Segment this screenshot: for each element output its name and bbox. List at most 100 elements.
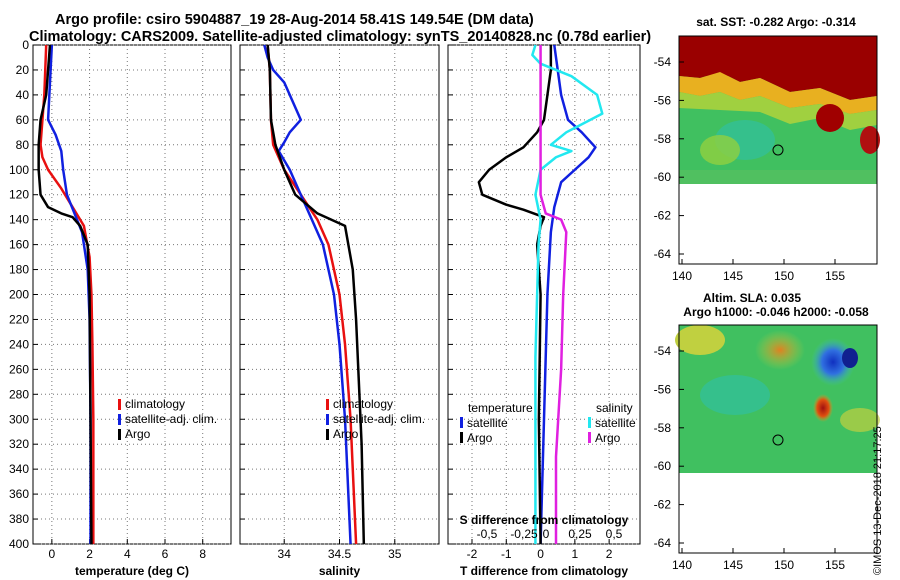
depth-tick-label: 360 [9,487,29,501]
map-xtick-label-0: 150 [774,269,794,283]
legend-swatch-salinity-0 [326,399,329,410]
series-line-difference-2 [531,44,604,544]
sla-map [675,325,880,473]
legend-label-temperature-0: climatology [125,397,185,411]
depth-tick-label: 320 [9,437,29,451]
map-ytick-label-1: -62 [654,498,672,512]
sst-map [679,36,880,184]
depth-tick-label: 240 [9,337,29,351]
legend-title-temperature: temperature [468,401,533,415]
title-line-1: Argo profile: csiro 5904887_19 28-Aug-20… [55,12,534,28]
depth-tick-label: 400 [9,537,29,551]
legend-swatch-t-argo [460,432,463,443]
map-ytick-label-0: -58 [654,132,672,146]
legend-label-temperature-1: satellite-adj. clim. [125,412,217,426]
top-xtick-label: 0 [543,527,550,541]
map-xtick-label-1: 140 [672,558,692,572]
xtick-label-difference: -2 [467,547,478,561]
map2-title: Altim. SLA: 0.035 [703,291,801,305]
depth-tick-label: 220 [9,312,29,326]
map-ytick-label-0: -62 [654,209,672,223]
depth-tick-label: 100 [9,163,29,177]
legend-swatch-t-sat [460,417,463,428]
xtick-label-temperature: 4 [124,547,131,561]
map-xtick-label-1: 150 [774,558,794,572]
top-xtick-label: -0,5 [477,527,498,541]
xtick-label-salinity: 34.5 [328,547,352,561]
map-frame-1 [678,324,878,554]
map-ytick-label-1: -54 [654,344,672,358]
map-frame-0 [678,35,878,265]
depth-tick-label: 0 [22,38,29,52]
timestamp-stamp: ©IMOS 13-Dec-2018 21:17:25 [872,426,884,575]
legend-label-salinity-0: climatology [333,397,393,411]
depth-tick-label: 300 [9,412,29,426]
legend-label-s-sat: satellite [595,416,636,430]
map-xtick-label-1: 145 [723,558,743,572]
legend-swatch-temperature-2 [118,429,121,440]
depth-tick-label: 140 [9,213,29,227]
depth-tick-label: 20 [16,63,30,77]
depth-tick-label: 40 [16,88,30,102]
map-xtick-label-1: 155 [825,558,845,572]
top-xlabel-difference: S difference from climatology [460,513,629,527]
top-xtick-label: 0,25 [568,527,592,541]
legend-title-salinity: salinity [596,401,633,415]
legend-swatch-s-sat [588,417,591,428]
map-ytick-label-1: -64 [654,536,672,550]
legend-label-t-argo: Argo [467,431,493,445]
map-ytick-label-0: -64 [654,247,672,261]
depth-tick-label: 120 [9,188,29,202]
xtick-label-salinity: 35 [388,547,402,561]
title-line-2: Climatology: CARS2009. Satellite-adjuste… [29,29,652,45]
depth-tick-label: 60 [16,113,30,127]
xlabel-difference: T difference from climatology [460,564,628,578]
depth-tick-label: 180 [9,263,29,277]
legend-swatch-s-argo [588,432,591,443]
xlabel-temperature: temperature (deg C) [75,564,189,578]
depth-tick-label: 380 [9,512,29,526]
map-ytick-label-0: -54 [654,55,672,69]
xtick-label-temperature: 2 [86,547,93,561]
xtick-label-temperature: 8 [199,547,206,561]
xtick-label-difference: -1 [501,547,512,561]
legend-label-salinity-2: Argo [333,427,359,441]
map-ytick-label-1: -58 [654,421,672,435]
legend-label-t-sat: satellite [467,416,508,430]
xtick-label-difference: 2 [606,547,613,561]
xtick-label-temperature: 6 [162,547,169,561]
depth-tick-label: 280 [9,387,29,401]
series-line-difference-0 [539,44,597,545]
depth-tick-label: 260 [9,362,29,376]
series-line-temperature-2 [37,44,93,545]
map-xtick-label-0: 145 [723,269,743,283]
map-ytick-label-0: -56 [654,93,672,107]
xtick-label-difference: 1 [572,547,579,561]
map2-subtitle: Argo h1000: -0.046 h2000: -0.058 [683,305,869,319]
legend-label-temperature-2: Argo [125,427,151,441]
top-xtick-label: -0,25 [510,527,538,541]
legend-label-s-argo: Argo [595,431,621,445]
map-ytick-label-1: -56 [654,382,672,396]
series-line-salinity-2 [266,44,366,545]
depth-tick-label: 200 [9,288,29,302]
series-line-difference-3 [539,45,568,544]
legend-swatch-temperature-1 [118,414,121,425]
legend-swatch-salinity-1 [326,414,329,425]
map-ytick-label-1: -60 [654,459,672,473]
xlabel-salinity: salinity [319,564,361,578]
map1-title: sat. SST: -0.282 Argo: -0.314 [696,15,856,29]
xtick-label-difference: 0 [537,547,544,561]
legend-swatch-salinity-2 [326,429,329,440]
map-ytick-label-0: -60 [654,170,672,184]
depth-tick-label: 80 [16,138,30,152]
xtick-label-salinity: 34 [278,547,292,561]
legend-label-salinity-1: satellite-adj. clim. [333,412,425,426]
depth-tick-label: 340 [9,462,29,476]
map-xtick-label-0: 140 [672,269,692,283]
map-xtick-label-0: 155 [825,269,845,283]
xtick-label-temperature: 0 [49,547,56,561]
legend-swatch-temperature-0 [118,399,121,410]
top-xtick-label: 0,5 [606,527,623,541]
